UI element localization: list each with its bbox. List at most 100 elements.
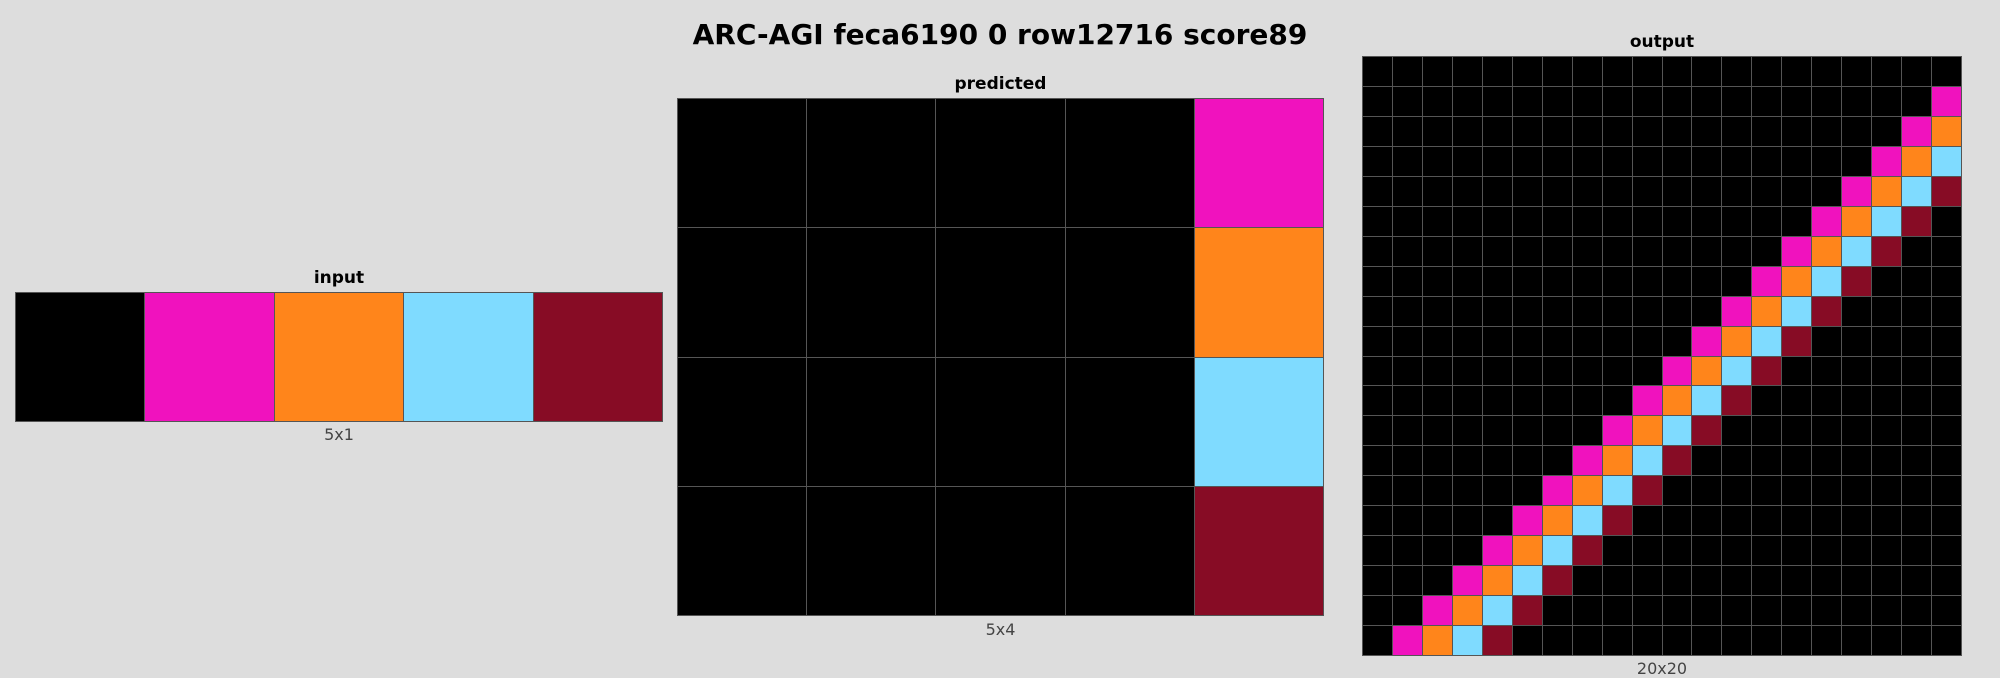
output-cell [1932,356,1961,386]
output-cell [1632,506,1662,536]
output-cell [1422,116,1452,146]
output-cell [1662,596,1692,626]
output-cell [1932,416,1961,446]
output-cell [1572,176,1602,206]
output-cell [1572,596,1602,626]
output-cell [1752,476,1782,506]
output-cell [1692,416,1722,446]
output-cell [1722,476,1752,506]
output-cell [1842,206,1872,236]
output-cell [1482,506,1512,536]
output-cell [1572,146,1602,176]
output-cell [1752,86,1782,116]
output-cell [1572,236,1602,266]
output-cell [1662,146,1692,176]
output-cell [1872,566,1902,596]
output-cell [1932,146,1961,176]
output-cell [1572,476,1602,506]
output-cell [1812,116,1842,146]
output-cell [1572,296,1602,326]
output-cell [1542,356,1572,386]
output-cell [1872,626,1902,655]
output-cell [1752,236,1782,266]
output-cell [1752,326,1782,356]
output-cell [1812,176,1842,206]
output-cell [1512,356,1542,386]
output-panel-title: output [1629,32,1695,52]
output-cell [1392,596,1422,626]
output-grid-size: 20x20 [1636,659,1688,678]
output-cell [1812,236,1842,266]
output-cell [1902,326,1932,356]
output-cell [1602,206,1632,236]
output-cell [1602,566,1632,596]
output-cell [1662,176,1692,206]
output-cell [1812,296,1842,326]
output-cell [1392,386,1422,416]
output-cell [1722,566,1752,596]
output-cell [1932,116,1961,146]
output-cell [1602,536,1632,566]
output-cell [1452,326,1482,356]
output-cell [1422,506,1452,536]
predicted-cell [936,99,1065,228]
output-cell [1392,206,1422,236]
output-cell [1363,296,1392,326]
output-cell [1902,146,1932,176]
output-cell [1842,476,1872,506]
output-cell [1872,536,1902,566]
output-cell [1572,57,1602,86]
output-cell [1452,596,1482,626]
output-cell [1452,356,1482,386]
output-cell [1902,176,1932,206]
output-cell [1392,476,1422,506]
output-cell [1363,206,1392,236]
output-cell [1482,446,1512,476]
output-cell [1452,566,1482,596]
output-cell [1932,296,1961,326]
output-cell [1392,57,1422,86]
output-cell [1452,86,1482,116]
output-cell [1692,566,1722,596]
output-cell [1692,536,1722,566]
output-cell [1512,236,1542,266]
output-cell [1872,476,1902,506]
output-cell [1512,326,1542,356]
output-cell [1932,506,1961,536]
output-cell [1752,386,1782,416]
output-cell [1452,176,1482,206]
output-cell [1662,506,1692,536]
output-cell [1542,266,1572,296]
predicted-cell [678,357,807,486]
output-cell [1363,116,1392,146]
output-cell [1572,266,1602,296]
output-cell [1422,566,1452,596]
output-cell [1842,446,1872,476]
output-cell [1602,446,1632,476]
output-cell [1662,57,1692,86]
output-cell [1902,206,1932,236]
output-cell [1692,266,1722,296]
output-cell [1422,536,1452,566]
output-cell [1452,536,1482,566]
output-cell [1363,176,1392,206]
output-cell [1452,57,1482,86]
output-cell [1602,86,1632,116]
predicted-cell [936,486,1065,615]
output-cell [1452,146,1482,176]
output-cell [1602,146,1632,176]
output-cell [1392,146,1422,176]
output-cell [1392,116,1422,146]
output-cell [1542,236,1572,266]
output-cell [1572,116,1602,146]
output-cell [1722,206,1752,236]
output-cell [1842,86,1872,116]
output-cell [1932,476,1961,506]
output-cell [1842,536,1872,566]
output-cell [1392,266,1422,296]
output-cell [1452,266,1482,296]
output-cell [1782,536,1812,566]
predicted-grid-size: 5x4 [985,620,1016,639]
output-cell [1722,116,1752,146]
output-cell [1752,626,1782,655]
